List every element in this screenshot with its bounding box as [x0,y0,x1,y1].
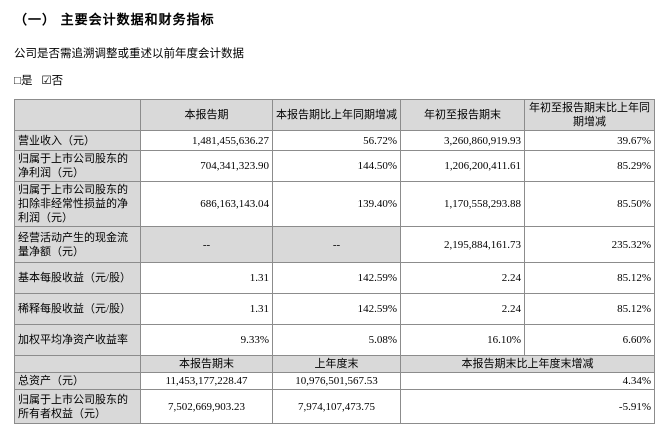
section-title: （一） 主要会计数据和财务指标 [14,12,215,27]
cash-flow-yoy: -- [272,226,401,263]
checkbox-no: ☑否 [41,75,64,87]
subheader-end-of-prior-year: 上年度末 [272,355,401,373]
basic-eps-ytd-yoy: 85.12% [524,262,655,294]
net-profit-excl-ytd: 1,170,558,293.88 [400,181,525,227]
restatement-question: 公司是否需追溯调整或重述以前年度会计数据 [14,48,244,60]
revenue-current: 1,481,455,636.27 [140,130,273,151]
header-current-vs-prior-yoy: 本报告期比上年同期增减 [272,99,401,131]
cash-flow-current: -- [140,226,273,263]
revenue-ytd-yoy: 39.67% [524,130,655,151]
net-profit-yoy: 144.50% [272,150,401,182]
cash-flow-label: 经营活动产生的现金流量净额（元） [14,226,141,263]
table-header-row: 本报告期 本报告期比上年同期增减 年初至报告期末 年初至报告期末比上年同期增减 [14,99,655,131]
equity-label: 归属于上市公司股东的所有者权益（元） [14,389,141,424]
restatement-answer: □是 ☑否 [14,72,664,88]
equity-change: -5.91% [400,389,655,424]
header-ytd: 年初至报告期末 [400,99,525,131]
revenue-ytd: 3,260,860,919.93 [400,130,525,151]
table-row-net-profit-excl-nonrecurring: 归属于上市公司股东的扣除非经常性损益的净利润（元） 686,163,143.04… [14,181,655,227]
basic-eps-yoy: 142.59% [272,262,401,294]
table-row-net-profit: 归属于上市公司股东的净利润（元） 704,341,323.90 144.50% … [14,150,655,182]
net-profit-label: 归属于上市公司股东的净利润（元） [14,150,141,182]
table-row-revenue: 营业收入（元） 1,481,455,636.27 56.72% 3,260,86… [14,130,655,151]
diluted-eps-ytd: 2.24 [400,293,525,325]
total-assets-change: 4.34% [400,372,655,390]
revenue-yoy: 56.72% [272,130,401,151]
header-blank-cell [14,99,141,131]
table-row-equity: 归属于上市公司股东的所有者权益（元） 7,502,669,903.23 7,97… [14,389,655,424]
diluted-eps-label: 稀释每股收益（元/股） [14,293,141,325]
diluted-eps-ytd-yoy: 85.12% [524,293,655,325]
total-assets-end-of-prior-year: 10,976,501,567.53 [272,372,401,390]
net-profit-ytd: 1,206,200,411.61 [400,150,525,182]
revenue-label: 营业收入（元） [14,130,141,151]
total-assets-end-of-period: 11,453,177,228.47 [140,372,273,390]
header-ytd-vs-prior-yoy: 年初至报告期末比上年同期增减 [524,99,655,131]
roe-ytd-yoy: 6.60% [524,324,655,356]
table-row-total-assets: 总资产（元） 11,453,177,228.47 10,976,501,567.… [14,372,655,390]
cash-flow-ytd-yoy: 235.32% [524,226,655,263]
subheader-period-end-vs-prior-year-end: 本报告期末比上年度末增减 [400,355,655,373]
roe-label: 加权平均净资产收益率 [14,324,141,356]
roe-current: 9.33% [140,324,273,356]
roe-yoy: 5.08% [272,324,401,356]
net-profit-ytd-yoy: 85.29% [524,150,655,182]
total-assets-label: 总资产（元） [14,372,141,390]
table-row-weighted-avg-roe: 加权平均净资产收益率 9.33% 5.08% 16.10% 6.60% [14,324,655,356]
basic-eps-label: 基本每股收益（元/股） [14,262,141,294]
basic-eps-ytd: 2.24 [400,262,525,294]
table-row-operating-cash-flow: 经营活动产生的现金流量净额（元） -- -- 2,195,884,161.73 … [14,226,655,263]
key-financials-table: 本报告期 本报告期比上年同期增减 年初至报告期末 年初至报告期末比上年同期增减 … [14,99,655,424]
equity-end-of-period: 7,502,669,903.23 [140,389,273,424]
net-profit-excl-current: 686,163,143.04 [140,181,273,227]
table-subheader-row: 本报告期末 上年度末 本报告期末比上年度末增减 [14,355,655,373]
net-profit-excl-yoy: 139.40% [272,181,401,227]
cash-flow-ytd: 2,195,884,161.73 [400,226,525,263]
basic-eps-current: 1.31 [140,262,273,294]
header-current-period: 本报告期 [140,99,273,131]
diluted-eps-current: 1.31 [140,293,273,325]
table-row-basic-eps: 基本每股收益（元/股） 1.31 142.59% 2.24 85.12% [14,262,655,294]
equity-end-of-prior-year: 7,974,107,473.75 [272,389,401,424]
checkbox-yes: □是 [14,75,33,87]
net-profit-current: 704,341,323.90 [140,150,273,182]
net-profit-excl-label: 归属于上市公司股东的扣除非经常性损益的净利润（元） [14,181,141,227]
net-profit-excl-ytd-yoy: 85.50% [524,181,655,227]
diluted-eps-yoy: 142.59% [272,293,401,325]
roe-ytd: 16.10% [400,324,525,356]
subheader-blank-cell [14,355,141,373]
subheader-end-of-period: 本报告期末 [140,355,273,373]
table-row-diluted-eps: 稀释每股收益（元/股） 1.31 142.59% 2.24 85.12% [14,293,655,325]
